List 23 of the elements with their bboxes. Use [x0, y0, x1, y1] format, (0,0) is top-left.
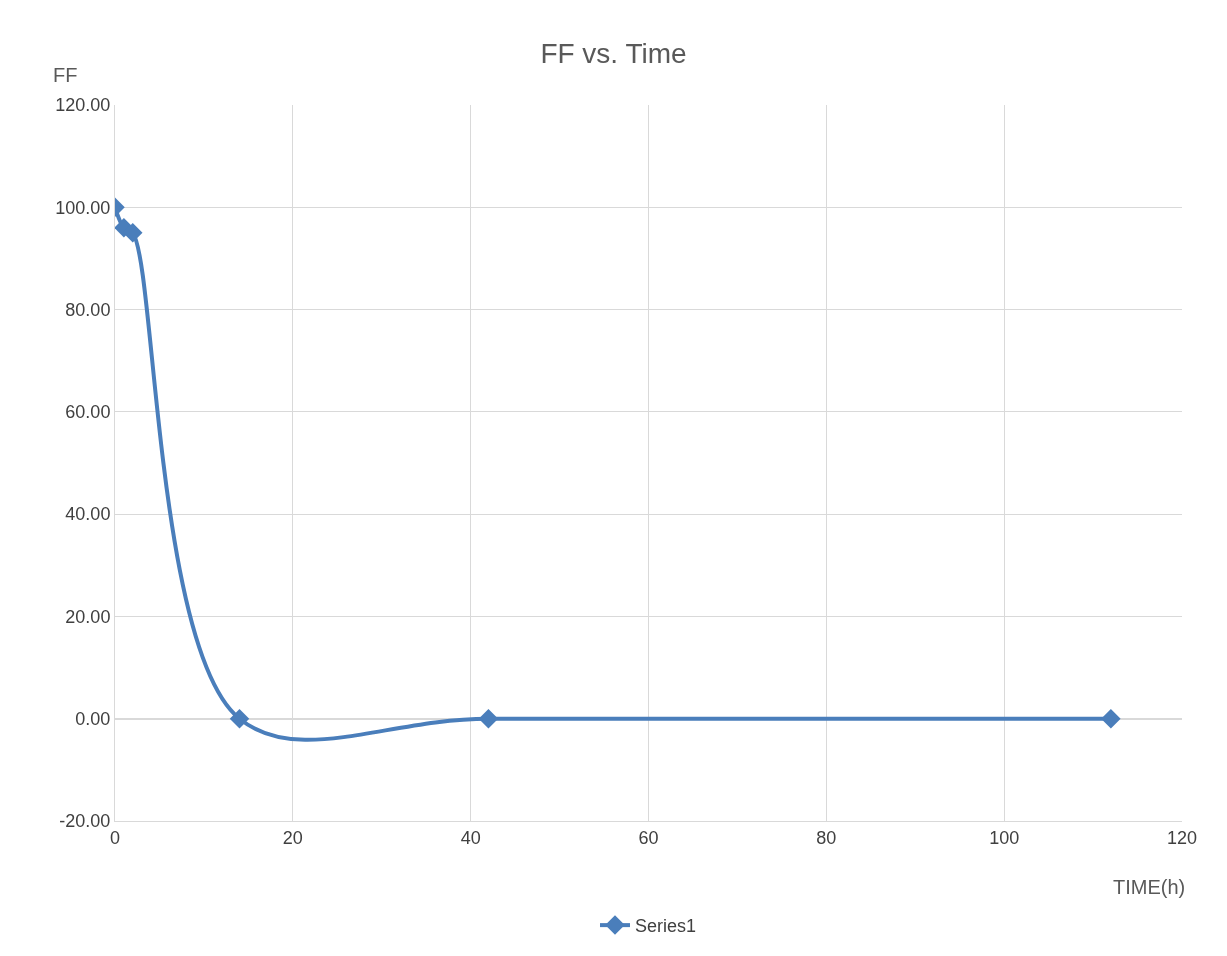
x-tick-label: 0: [109, 827, 121, 848]
y-tick-label: 80.00: [65, 299, 111, 320]
y-tick-label: 60.00: [65, 402, 111, 423]
x-tick-label: 60: [638, 827, 659, 848]
point: [1101, 708, 1121, 729]
x-tick-label: 100: [989, 827, 1020, 848]
y-tick-label: 120.00: [55, 95, 111, 116]
x-tick-label: 80: [816, 827, 837, 848]
y-tick-label: 0.00: [75, 709, 111, 730]
y-tick-label: 20.00: [65, 606, 111, 627]
legend-label: Series1: [635, 916, 697, 937]
y-tick-label: -20.00: [59, 811, 111, 832]
x-tick-label: 40: [460, 827, 481, 848]
y-tick-label: 40.00: [65, 504, 111, 525]
chart-title: FF vs. Time: [540, 37, 687, 69]
point: [229, 708, 250, 729]
x-tick-label: 20: [282, 827, 303, 848]
x-axis-title: TIME(h): [1113, 876, 1186, 898]
point: [123, 223, 143, 243]
point: [478, 708, 499, 729]
x-tick-label: 120: [1166, 827, 1198, 848]
y-axis-title: FF: [53, 64, 78, 86]
y-tick-label: 100.00: [55, 197, 111, 218]
